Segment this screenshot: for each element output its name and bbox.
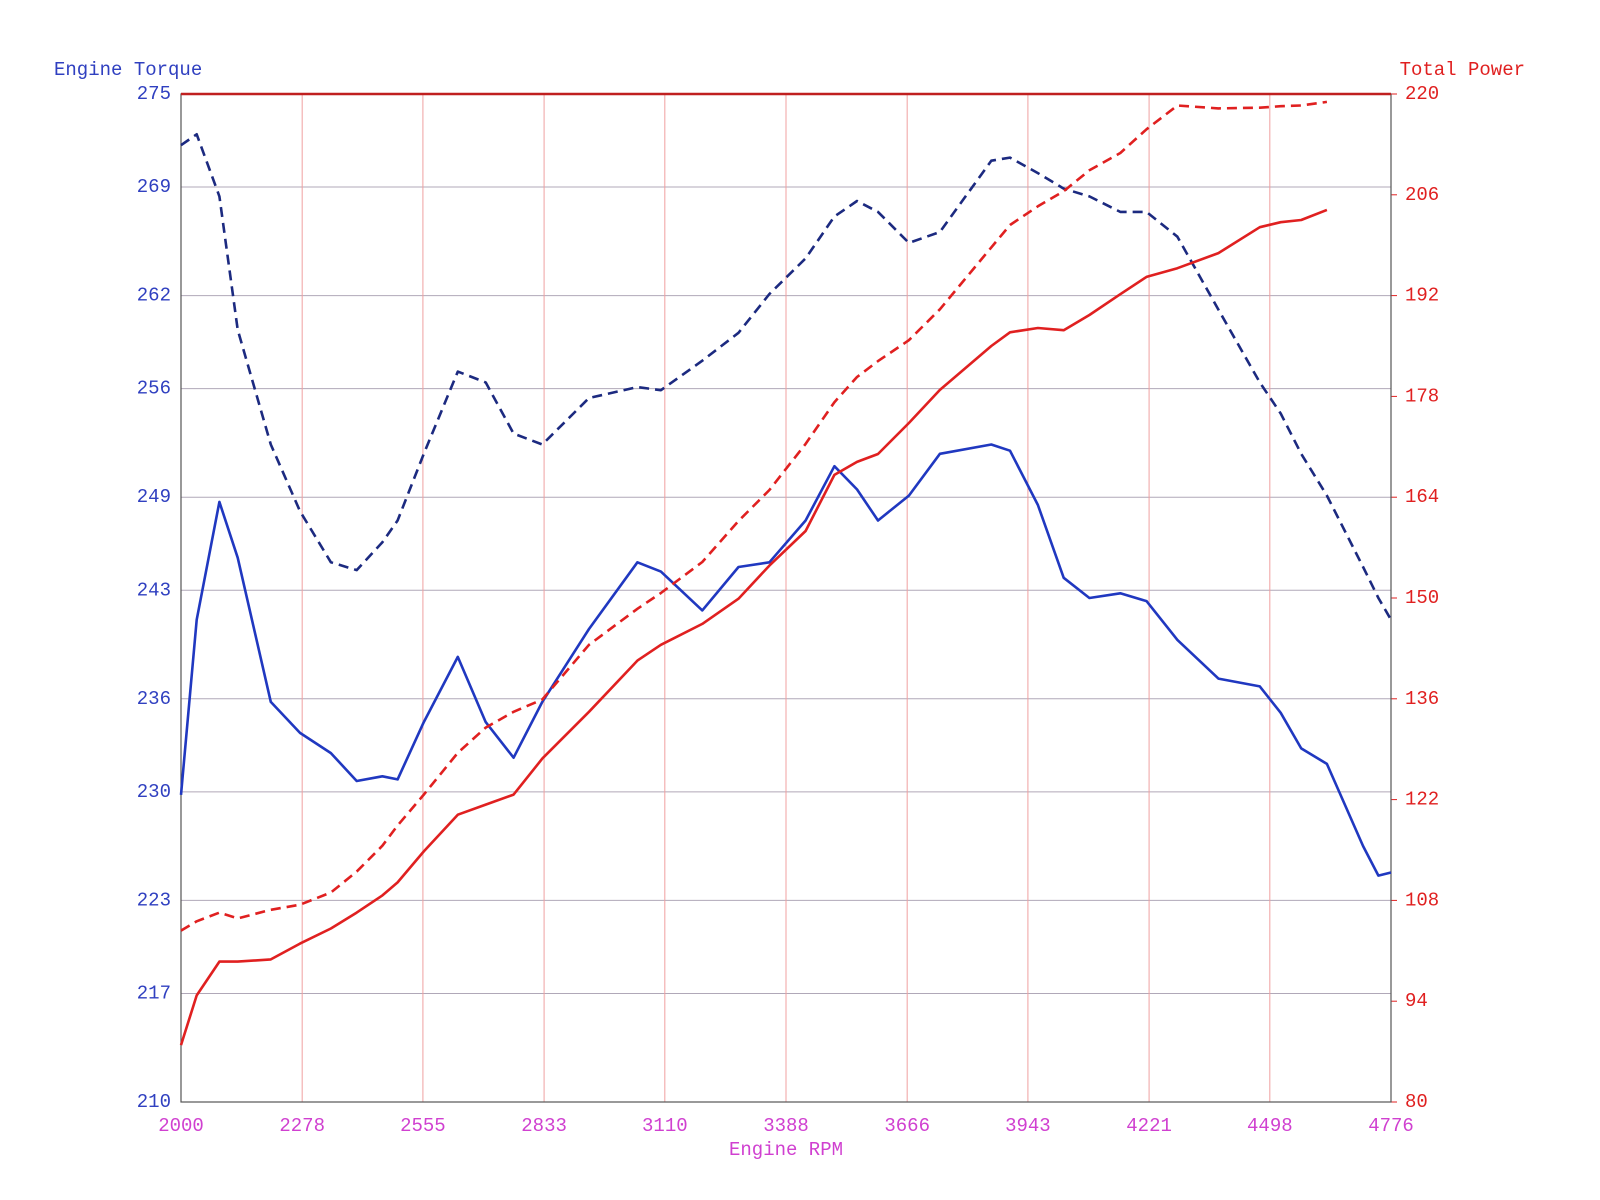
y2-tick-label: 94 (1405, 990, 1428, 1012)
y-tick-label: 275 (137, 83, 171, 105)
y2-tick-label: 192 (1405, 285, 1439, 307)
x-tick-label: 3943 (1005, 1115, 1051, 1137)
y2-tick-label: 136 (1405, 688, 1439, 710)
y2-tick-label: 80 (1405, 1091, 1428, 1113)
y-tick-label: 243 (137, 579, 171, 601)
series-line (179, 208, 1328, 1046)
y-tick-label: 217 (137, 982, 171, 1004)
y2-tick-label: 220 (1405, 83, 1439, 105)
series-line (179, 443, 1392, 877)
x-tick-label: 4776 (1368, 1115, 1414, 1137)
y2-tick-label: 164 (1405, 486, 1439, 508)
y2-tick-label: 178 (1405, 385, 1439, 407)
y-tick-label: 230 (137, 781, 171, 803)
x-tick-label: 2278 (279, 1115, 325, 1137)
x-tick-label: 3388 (763, 1115, 809, 1137)
y-axis-title: Engine Torque (54, 59, 202, 81)
x-tick-label: 4221 (1126, 1115, 1172, 1137)
x-tick-label: 4498 (1247, 1115, 1293, 1137)
y-tick-label: 262 (137, 285, 171, 307)
y2-tick-label: 206 (1405, 184, 1439, 206)
y-tick-label: 210 (137, 1091, 171, 1113)
y2-tick-label: 108 (1405, 889, 1439, 911)
y-tick-label: 249 (137, 486, 171, 508)
x-tick-label: 2000 (158, 1115, 204, 1137)
x-tick-label: 3110 (642, 1115, 688, 1137)
y-tick-label: 223 (137, 889, 171, 911)
x-axis-title: Engine RPM (729, 1139, 843, 1161)
x-tick-label: 2833 (521, 1115, 567, 1137)
y-tick-label: 269 (137, 176, 171, 198)
x-tick-label: 3666 (884, 1115, 930, 1137)
series-line (180, 133, 1393, 621)
y2-tick-label: 122 (1405, 789, 1439, 811)
y2-axis-title: Total Power (1400, 59, 1525, 81)
x-tick-label: 2555 (400, 1115, 446, 1137)
series-line (180, 100, 1328, 932)
y2-tick-label: 150 (1405, 587, 1439, 609)
y-tick-label: 236 (137, 688, 171, 710)
y-tick-label: 256 (137, 378, 171, 400)
